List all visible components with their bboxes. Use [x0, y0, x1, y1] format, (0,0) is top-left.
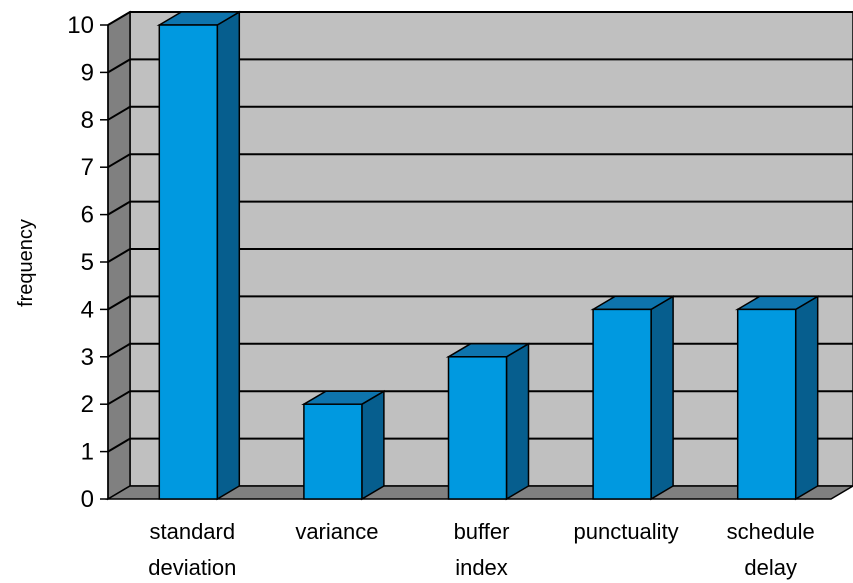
bar-front	[447, 356, 508, 500]
bar-side	[505, 342, 530, 501]
bar-front	[303, 403, 363, 500]
y-tick-label: 4	[81, 296, 94, 323]
x-tick-label-line: index	[455, 555, 508, 580]
gridline	[107, 153, 853, 169]
bars	[156, 10, 821, 501]
bar	[590, 295, 676, 501]
bar	[734, 295, 821, 501]
x-tick-label-line: schedule	[727, 519, 815, 544]
y-axis: 0 1 2 3 4 5 6 7 8 9 10	[67, 12, 109, 513]
gridline	[107, 200, 853, 216]
x-tick-label-line: buffer	[454, 519, 510, 544]
category-labels: standard deviation variance buffer index punc…	[148, 519, 814, 580]
gridline	[107, 11, 853, 26]
bar-side	[361, 389, 385, 501]
bar	[301, 389, 387, 501]
y-tick-label: 3	[81, 344, 94, 371]
y-tick-label: 0	[81, 486, 94, 513]
x-tick-label-line: punctuality	[574, 519, 679, 544]
x-tick-label: punctuality	[574, 519, 679, 544]
x-tick-label: schedule delay	[727, 519, 815, 580]
bar	[156, 10, 243, 501]
y-tick-label: 6	[81, 202, 94, 229]
bar-side	[216, 10, 241, 501]
bar-front	[158, 24, 219, 500]
x-tick-label: standard deviation	[148, 519, 236, 580]
x-tick-label-line: deviation	[148, 555, 236, 580]
y-tick-label: 5	[81, 249, 94, 276]
bar-side	[650, 295, 674, 501]
y-axis-label: frequency	[15, 219, 37, 307]
gridline	[107, 295, 853, 311]
y-tick-label: 7	[81, 154, 94, 181]
x-tick-label: buffer index	[454, 519, 510, 580]
y-tick-label: 9	[81, 59, 94, 86]
x-tick-label: variance	[295, 519, 378, 544]
bar-front	[736, 308, 797, 500]
gridline	[107, 248, 853, 263]
x-tick-label-line: variance	[295, 519, 378, 544]
y-tick-label: 2	[81, 391, 94, 418]
x-tick-label-line: standard	[149, 519, 235, 544]
x-tick-label-line: delay	[744, 555, 797, 580]
bar-side	[794, 295, 819, 501]
bar-front	[592, 308, 652, 500]
bar	[445, 342, 532, 501]
y-tick-label: 10	[67, 12, 94, 39]
gridline	[107, 105, 853, 121]
y-tick-label: 1	[81, 439, 94, 466]
gridline	[107, 58, 853, 74]
y-tick-label: 8	[81, 107, 94, 134]
